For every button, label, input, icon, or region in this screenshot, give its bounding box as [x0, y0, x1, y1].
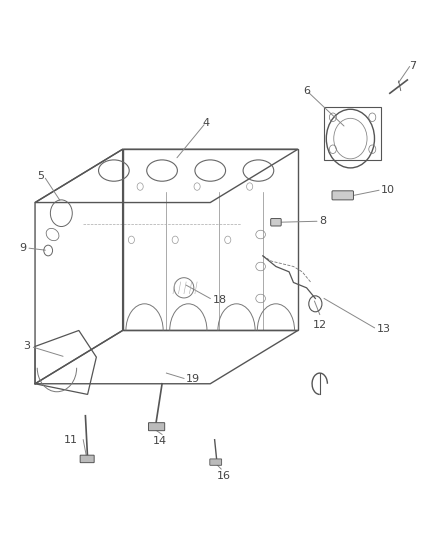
Text: 5: 5 — [37, 171, 44, 181]
Text: 19: 19 — [186, 375, 200, 384]
Text: 12: 12 — [313, 320, 327, 330]
FancyBboxPatch shape — [332, 191, 353, 200]
Text: 18: 18 — [212, 295, 226, 305]
Text: 11: 11 — [64, 435, 78, 445]
Text: 6: 6 — [303, 86, 310, 95]
Text: 14: 14 — [153, 436, 167, 446]
Text: 9: 9 — [19, 243, 26, 253]
Text: 7: 7 — [410, 61, 417, 70]
Text: 4: 4 — [202, 118, 209, 127]
FancyBboxPatch shape — [80, 455, 94, 463]
Text: 8: 8 — [320, 216, 327, 226]
Text: 13: 13 — [377, 325, 391, 334]
FancyBboxPatch shape — [210, 459, 222, 465]
Text: 10: 10 — [381, 185, 395, 195]
FancyBboxPatch shape — [148, 423, 165, 431]
Text: 3: 3 — [24, 342, 31, 351]
Text: 16: 16 — [216, 471, 230, 481]
FancyBboxPatch shape — [271, 219, 281, 226]
